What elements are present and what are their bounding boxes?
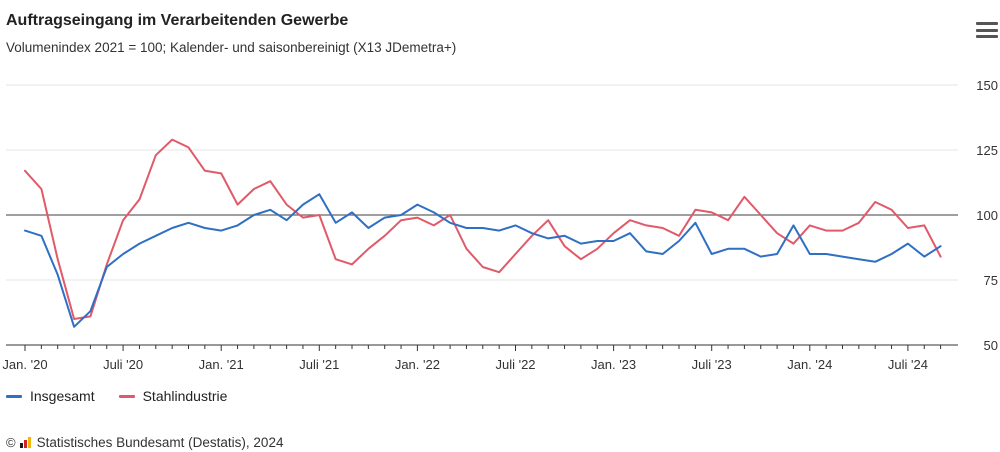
x-tick-label: Juli '21 — [299, 357, 339, 372]
series-line-stahlindustrie — [24, 138, 942, 320]
legend: Insgesamt Stahlindustrie — [6, 388, 227, 404]
y-tick-label: 50 — [984, 338, 998, 353]
y-tick-label: 150 — [976, 78, 998, 93]
line-chart: 50 75 100 125 150 Jan. '20 Juli '20 Jan. '21 Ju… — [2, 78, 998, 372]
x-tick-label: Juli '22 — [495, 357, 535, 372]
x-tick-label: Jan. '20 — [2, 357, 47, 372]
y-tick-label: 100 — [976, 208, 998, 223]
x-tick-label: Jan. '22 — [395, 357, 440, 372]
menu-bar — [976, 28, 998, 32]
menu-bar — [976, 22, 998, 25]
source-text: Statistisches Bundesamt (Destatis), 2024 — [36, 435, 284, 450]
chart-subtitle: Volumenindex 2021 = 100; Kalender- und s… — [6, 40, 457, 55]
series-lines — [24, 138, 942, 328]
destatis-logo-icon — [19, 437, 31, 448]
legend-swatch-insgesamt — [6, 394, 22, 398]
chart-title: Auftragseingang im Verarbeitenden Gewerb… — [6, 12, 349, 29]
x-axis: Jan. '20 Juli '20 Jan. '21 Juli '21 Jan. '22… — [2, 344, 958, 372]
copyright-symbol: © — [6, 435, 16, 450]
source-credit: © Statistisches Bundesamt (Destatis), 20… — [6, 435, 283, 450]
legend-label-insgesamt: Insgesamt — [30, 388, 95, 404]
hamburger-menu-icon[interactable] — [976, 22, 998, 40]
x-tick-label: Jan. '23 — [591, 357, 636, 372]
series-line-insgesamt — [24, 193, 942, 328]
x-tick-label: Juli '24 — [888, 357, 928, 372]
legend-item-stahlindustrie[interactable]: Stahlindustrie — [118, 388, 228, 404]
grid-lines — [6, 84, 958, 281]
x-tick-label: Juli '23 — [692, 357, 732, 372]
x-tick-label: Jan. '24 — [787, 357, 832, 372]
legend-item-insgesamt[interactable]: Insgesamt — [6, 388, 95, 404]
legend-label-stahlindustrie: Stahlindustrie — [142, 388, 228, 404]
x-tick-label: Jan. '21 — [199, 357, 244, 372]
y-axis-labels: 50 75 100 125 150 — [976, 78, 998, 353]
y-tick-label: 125 — [976, 143, 998, 158]
x-tick-label: Juli '20 — [103, 357, 143, 372]
legend-swatch-stahlindustrie — [118, 394, 135, 398]
menu-bar — [976, 35, 998, 38]
y-tick-label: 75 — [984, 273, 998, 288]
